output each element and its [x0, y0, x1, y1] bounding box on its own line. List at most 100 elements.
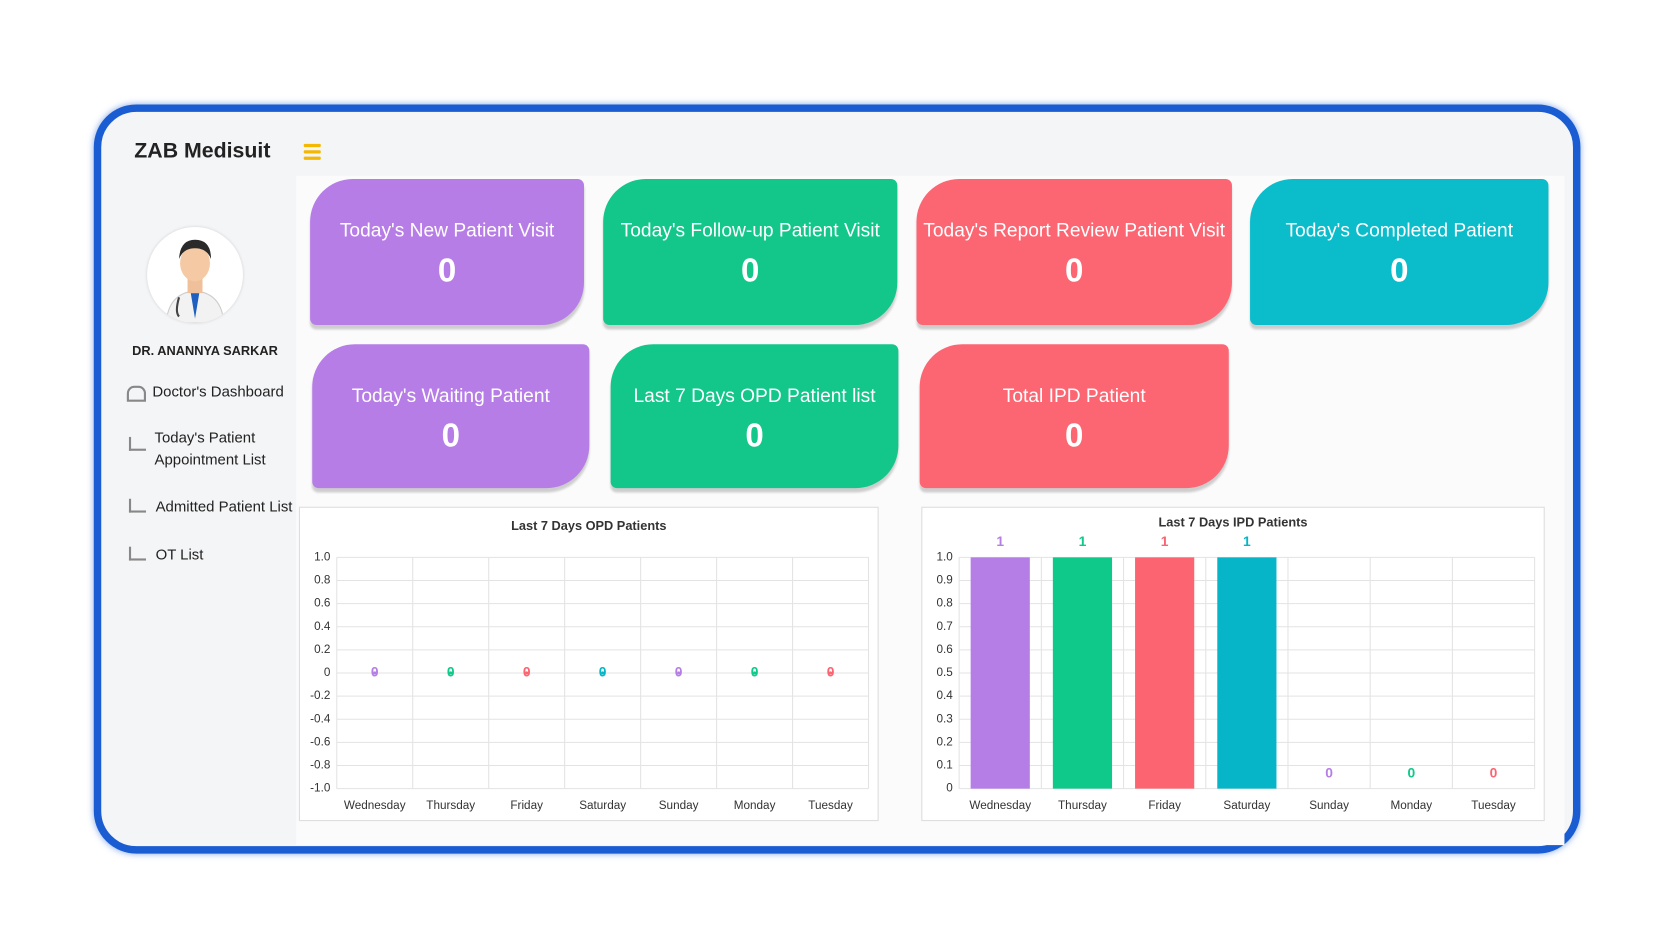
nav-icon [128, 546, 147, 561]
doctor-avatar [147, 226, 243, 323]
card-value: 0 [745, 416, 764, 454]
x-tick-label: Saturday [579, 799, 626, 812]
card-label: Total IPD Patient [1002, 384, 1146, 407]
nav-icon [126, 385, 147, 402]
point [828, 671, 833, 675]
stat-card[interactable]: Today's Completed Patient 0 [1250, 179, 1549, 326]
x-tick-label: Thursday [426, 799, 475, 812]
x-tick-label: Thursday [1058, 799, 1107, 812]
avatar-icon [165, 239, 225, 323]
y-tick-label: -1.0 [310, 782, 331, 795]
nav-item[interactable]: OT List [155, 545, 204, 563]
value-label: 0 [599, 664, 607, 680]
y-tick-label: -0.4 [310, 712, 331, 725]
point [601, 671, 605, 675]
y-tick-label: -0.2 [310, 689, 330, 702]
x-tick-label: Friday [1148, 799, 1181, 812]
value-label: 0 [1325, 764, 1333, 780]
y-tick-label: 0.4 [314, 620, 331, 633]
y-tick-label: 0.8 [314, 574, 331, 587]
x-tick-label: Tuesday [808, 799, 853, 812]
y-tick-label: -0.6 [310, 735, 330, 748]
card-value: 0 [1065, 416, 1084, 454]
card-value: 0 [741, 251, 760, 289]
value-label: 0 [827, 664, 835, 680]
card-label: Today's Follow-up Patient Visit [620, 219, 880, 241]
bar [1052, 557, 1113, 789]
x-tick-label: Sunday [659, 799, 699, 812]
x-tick-label: Friday [510, 799, 543, 812]
x-tick-label: Tuesday [1471, 799, 1516, 812]
doctor-name: DR. ANANNYA SARKAR [132, 343, 278, 359]
bar [970, 557, 1030, 789]
value-label: 0 [523, 664, 531, 680]
y-tick-label: 0.7 [936, 620, 952, 633]
stat-card[interactable]: Today's New Patient Visit 0 [310, 179, 585, 326]
chart-title: Last 7 Days IPD Patients [1159, 515, 1308, 530]
y-tick-label: 0 [324, 666, 331, 679]
card-value: 0 [437, 251, 457, 289]
value-label: 1 [1079, 533, 1087, 549]
point [449, 671, 453, 675]
y-tick-label: 0.1 [936, 759, 952, 772]
card-value: 0 [1390, 251, 1409, 289]
x-tick-label: Wednesday [344, 799, 406, 812]
card-value: 0 [1065, 251, 1084, 289]
x-tick-label: Wednesday [969, 799, 1031, 812]
y-tick-label: 0.4 [936, 689, 953, 702]
value-label: 0 [371, 664, 379, 680]
bar [1135, 557, 1195, 789]
stat-card[interactable]: Today's Follow-up Patient Visit 0 [603, 179, 898, 326]
point [677, 671, 681, 675]
chart-panel [298, 506, 879, 822]
card-label: Today's Completed Patient [1285, 219, 1514, 241]
nav-item[interactable]: Doctor's Dashboard [152, 382, 284, 400]
value-label: 0 [1490, 764, 1498, 780]
nav-item[interactable]: Today's Patient Appointment List [154, 428, 266, 468]
y-tick-label: 1.0 [314, 550, 331, 563]
value-label: 0 [1407, 764, 1415, 780]
y-tick-label: 0.9 [936, 574, 952, 587]
y-tick-label: -0.8 [310, 759, 331, 772]
nav-item[interactable]: Admitted Patient List [155, 497, 293, 515]
y-tick-label: 0.3 [936, 712, 952, 725]
point [373, 671, 377, 675]
value-label: 0 [751, 664, 759, 680]
app-title: ZAB Medisuit [134, 139, 271, 164]
y-tick-label: 0.2 [314, 643, 330, 656]
y-tick-label: 0.5 [936, 666, 953, 679]
card-label: Today's Waiting Patient [351, 384, 550, 407]
stat-card[interactable]: Total IPD Patient 0 [919, 344, 1229, 489]
y-tick-label: 0.6 [936, 643, 952, 656]
chart-title: Last 7 Days OPD Patients [511, 518, 666, 533]
value-label: 0 [675, 664, 683, 680]
x-tick-label: Saturday [1223, 799, 1270, 812]
stat-card[interactable]: Today's Report Review Patient Visit 0 [916, 179, 1232, 326]
card-label: Last 7 Days OPD Patient list [633, 384, 876, 407]
value-label: 1 [1161, 533, 1169, 549]
y-tick-label: 0.8 [936, 597, 953, 610]
y-tick-label: 0 [946, 782, 953, 795]
card-label: Today's New Patient Visit [339, 219, 555, 241]
y-tick-label: 0.2 [936, 735, 952, 748]
nav-icon [128, 498, 147, 513]
bar [1217, 557, 1277, 789]
menu-toggle[interactable] [303, 143, 321, 163]
nav-icon [128, 436, 147, 451]
stat-card[interactable]: Last 7 Days OPD Patient list 0 [610, 344, 899, 489]
x-tick-label: Monday [1390, 799, 1432, 812]
y-tick-label: 1.0 [936, 550, 953, 563]
card-value: 0 [441, 416, 460, 454]
point [752, 671, 757, 675]
value-label: 0 [447, 664, 455, 680]
point [525, 671, 529, 675]
x-tick-label: Sunday [1309, 799, 1349, 812]
value-label: 1 [1243, 533, 1251, 549]
y-tick-label: 0.6 [314, 597, 330, 610]
card-label: Today's Report Review Patient Visit [923, 219, 1226, 241]
stat-card[interactable]: Today's Waiting Patient 0 [312, 344, 590, 489]
value-label: 1 [996, 533, 1004, 549]
